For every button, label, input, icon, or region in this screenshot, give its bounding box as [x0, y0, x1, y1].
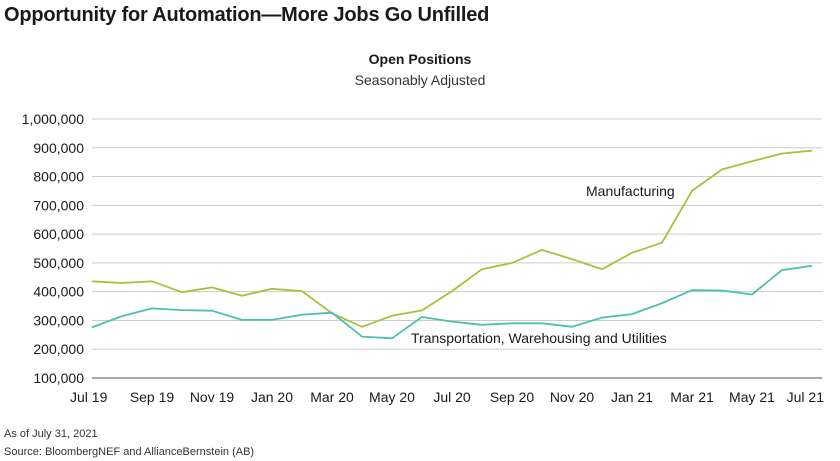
y-axis-ticks: 100,000 200,000 300,000 400,000 500,000 600,0… — [22, 111, 85, 386]
series-label-transportation: Transportation, Warehousing and Utilitie… — [411, 330, 667, 346]
x-axis-ticks: Jul 19 Sep 19 Nov 19 Jan 20 Mar 20 May 20 Jul … — [70, 389, 824, 405]
y-tick-label: 200,000 — [33, 341, 84, 357]
y-tick-label: 400,000 — [33, 284, 84, 300]
y-tick-label: 1,000,000 — [22, 111, 84, 127]
y-tick-label: 700,000 — [33, 197, 84, 213]
x-tick-label: Mar 21 — [670, 389, 714, 405]
chart-title: Open Positions — [368, 51, 472, 67]
y-tick-label: 800,000 — [33, 169, 84, 185]
series-lines — [91, 149, 813, 340]
x-tick-label: Jan 21 — [611, 389, 653, 405]
y-tick-label: 900,000 — [33, 140, 84, 156]
x-tick-label: May 20 — [369, 389, 415, 405]
series-line-manufacturing — [91, 149, 813, 328]
x-tick-label: Jan 20 — [251, 389, 293, 405]
x-tick-label: Nov 20 — [550, 389, 595, 405]
x-tick-label: Jul 21 — [787, 389, 825, 405]
line-chart: 100,000 200,000 300,000 400,000 500,000 600,0… — [22, 111, 825, 405]
x-tick-label: Mar 20 — [310, 389, 354, 405]
chart-subtitle: Seasonably Adjusted — [354, 72, 486, 88]
gridlines — [92, 118, 822, 379]
x-tick-label: Sep 19 — [130, 389, 175, 405]
y-tick-label: 300,000 — [33, 312, 84, 328]
series-label-manufacturing: Manufacturing — [586, 183, 675, 199]
source-note: Source: BloombergNEF and AllianceBernste… — [4, 446, 255, 458]
series-line-transportation — [91, 264, 813, 340]
y-tick-label: 500,000 — [33, 255, 84, 271]
x-tick-label: Jul 19 — [70, 389, 108, 405]
as-of-note: As of July 31, 2021 — [4, 428, 98, 440]
x-tick-label: Sep 20 — [490, 389, 535, 405]
x-tick-label: May 21 — [729, 389, 775, 405]
x-tick-label: Jul 20 — [433, 389, 471, 405]
y-tick-label: 600,000 — [33, 226, 84, 242]
y-tick-label: 100,000 — [33, 370, 84, 386]
x-tick-label: Nov 19 — [190, 389, 235, 405]
page-title: Opportunity for Automation—More Jobs Go … — [4, 4, 490, 26]
